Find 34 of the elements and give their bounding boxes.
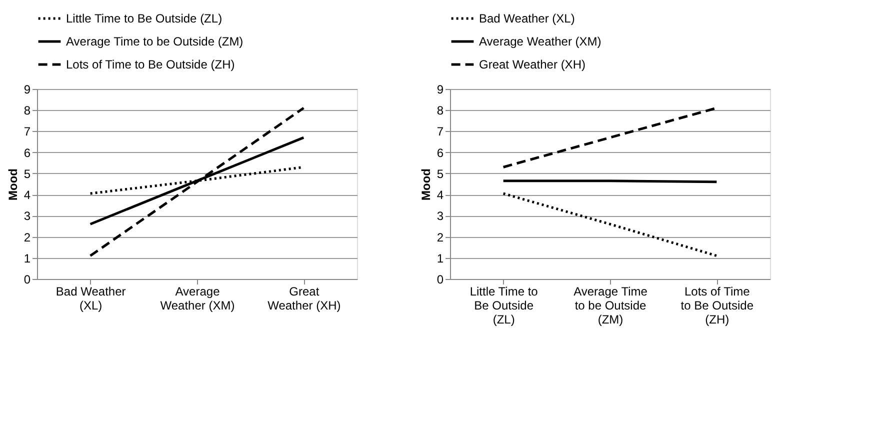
y-tick-label: 6 bbox=[436, 146, 444, 160]
y-tick-label: 3 bbox=[436, 209, 444, 224]
x-tick-label: Lots of Time to Be Outside (ZH) bbox=[680, 284, 754, 326]
x-tick-label: Bad Weather (XL) bbox=[56, 284, 126, 312]
legend-label: Lots of Time to Be Outside (ZH) bbox=[66, 58, 235, 72]
x-tick-label: Average Time to be Outside (ZM) bbox=[574, 284, 648, 326]
y-tick-label: 4 bbox=[436, 188, 444, 202]
y-tick-label: 0 bbox=[436, 272, 444, 286]
x-tick-label: Little Time to Be Outside (ZL) bbox=[470, 284, 538, 326]
y-tick-label: 6 bbox=[24, 146, 31, 160]
y-tick-label: 5 bbox=[436, 166, 444, 181]
legend-label: Great Weather (XH) bbox=[479, 58, 586, 72]
y-tick-label: 2 bbox=[24, 230, 31, 244]
y-axis-title: Mood bbox=[6, 168, 20, 200]
legend-label: Bad Weather (XL) bbox=[479, 12, 575, 26]
y-tick-label: 2 bbox=[436, 230, 444, 244]
legend-label: Average Weather (XM) bbox=[479, 34, 602, 48]
y-axis-title: Mood bbox=[418, 168, 433, 200]
y-tick-label: 1 bbox=[436, 251, 444, 266]
y-tick-label: 3 bbox=[24, 209, 31, 224]
y-tick-label: 1 bbox=[24, 251, 31, 266]
y-tick-label: 9 bbox=[436, 82, 444, 96]
y-tick-label: 8 bbox=[24, 104, 31, 118]
x-tick-label: Great Weather (XH) bbox=[268, 284, 341, 312]
y-tick-label: 7 bbox=[436, 124, 444, 139]
y-tick-label: 0 bbox=[24, 272, 31, 286]
y-tick-label: 4 bbox=[24, 188, 31, 202]
x-tick-label: Average Weather (XM) bbox=[160, 284, 235, 312]
legend-label: Little Time to Be Outside (ZL) bbox=[66, 12, 222, 26]
y-tick-label: 8 bbox=[436, 104, 444, 118]
y-tick-label: 7 bbox=[24, 124, 31, 139]
legend-label: Average Time to be Outside (ZM) bbox=[66, 34, 244, 48]
y-tick-label: 5 bbox=[24, 166, 31, 181]
y-tick-label: 9 bbox=[24, 82, 31, 96]
